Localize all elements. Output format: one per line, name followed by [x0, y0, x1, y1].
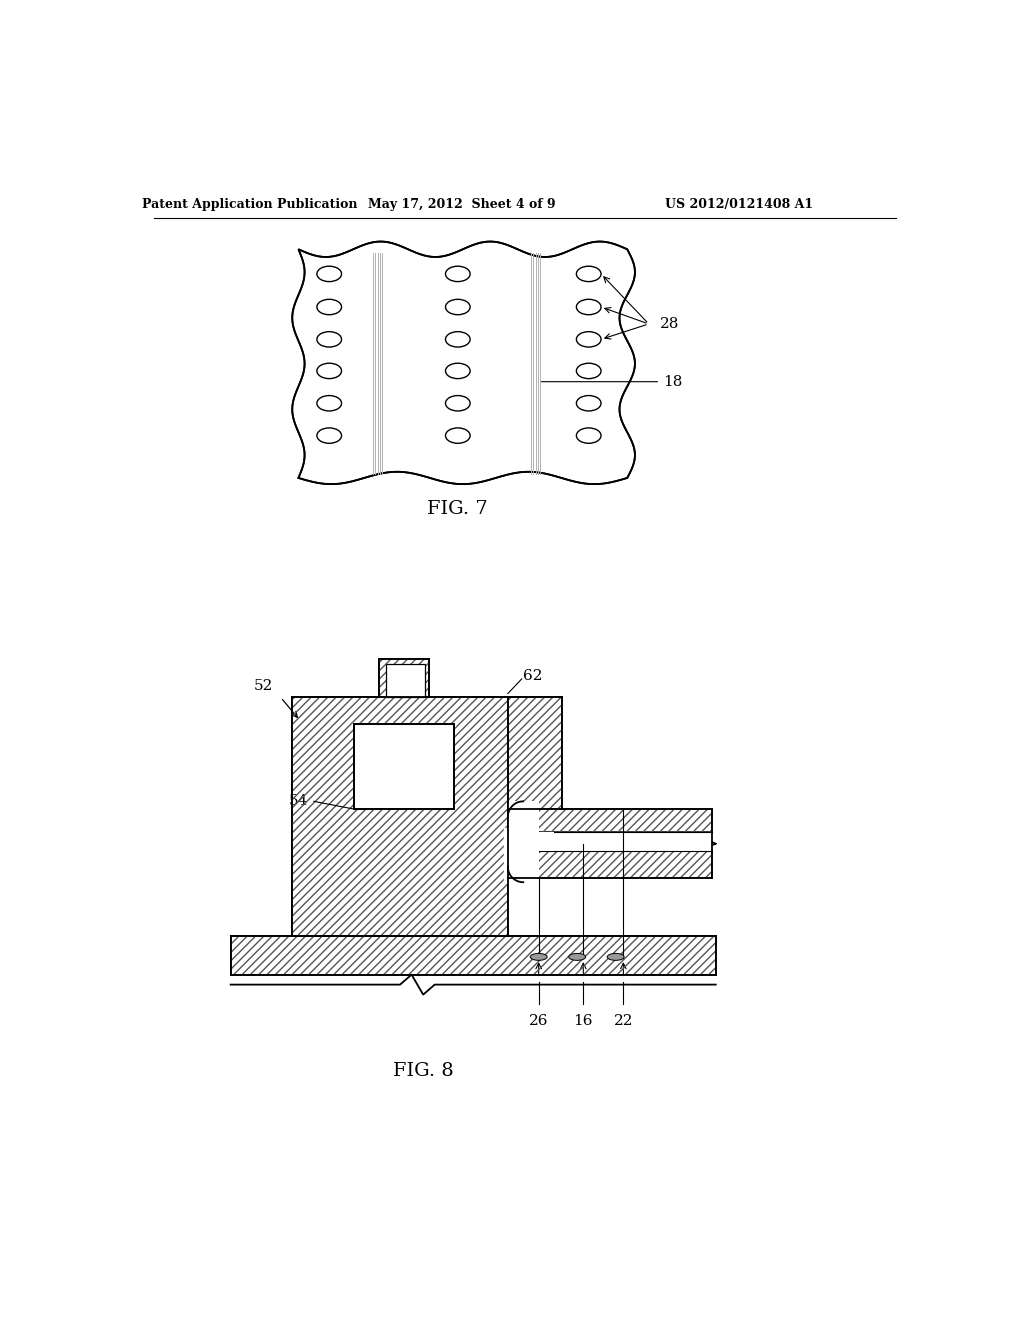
Polygon shape	[386, 664, 425, 697]
Ellipse shape	[577, 331, 601, 347]
Polygon shape	[508, 697, 562, 809]
Text: US 2012/0121408 A1: US 2012/0121408 A1	[665, 198, 813, 211]
Text: May 17, 2012  Sheet 4 of 9: May 17, 2012 Sheet 4 of 9	[368, 198, 555, 211]
Text: 28: 28	[660, 317, 680, 331]
Polygon shape	[379, 659, 429, 697]
Text: 16: 16	[573, 1014, 593, 1028]
Ellipse shape	[316, 428, 342, 444]
Ellipse shape	[445, 300, 470, 314]
Ellipse shape	[577, 300, 601, 314]
Ellipse shape	[445, 331, 470, 347]
Polygon shape	[508, 801, 539, 832]
Polygon shape	[508, 851, 712, 878]
Text: 62: 62	[523, 669, 543, 682]
Polygon shape	[292, 242, 635, 484]
Ellipse shape	[316, 331, 342, 347]
Polygon shape	[508, 851, 539, 882]
Ellipse shape	[577, 396, 601, 411]
Ellipse shape	[577, 428, 601, 444]
Polygon shape	[508, 809, 712, 832]
Text: FIG. 8: FIG. 8	[393, 1061, 454, 1080]
Text: 26: 26	[529, 1014, 549, 1028]
Ellipse shape	[445, 396, 470, 411]
Text: 18: 18	[664, 375, 683, 388]
Ellipse shape	[607, 953, 625, 961]
Ellipse shape	[316, 267, 342, 281]
Text: 22: 22	[613, 1014, 633, 1028]
Ellipse shape	[445, 428, 470, 444]
Ellipse shape	[577, 363, 601, 379]
Ellipse shape	[316, 396, 342, 411]
Polygon shape	[292, 697, 508, 936]
Ellipse shape	[445, 363, 470, 379]
Polygon shape	[354, 725, 454, 809]
Polygon shape	[230, 936, 716, 974]
Ellipse shape	[568, 953, 586, 961]
Ellipse shape	[577, 267, 601, 281]
Text: FIG. 7: FIG. 7	[427, 500, 488, 517]
Ellipse shape	[445, 267, 470, 281]
Text: 52: 52	[254, 678, 273, 693]
Ellipse shape	[316, 363, 342, 379]
Ellipse shape	[316, 300, 342, 314]
Polygon shape	[508, 832, 554, 851]
Ellipse shape	[530, 953, 547, 961]
Polygon shape	[508, 832, 712, 851]
Text: Patent Application Publication: Patent Application Publication	[142, 198, 357, 211]
Text: 54: 54	[289, 795, 307, 808]
